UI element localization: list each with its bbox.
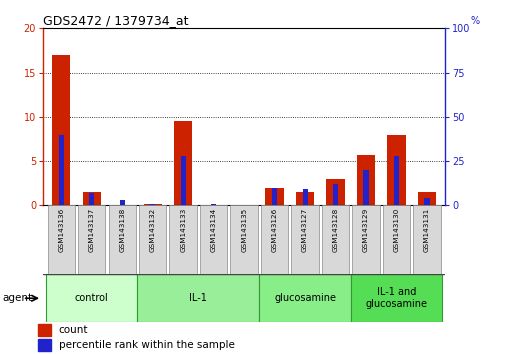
- Bar: [291, 205, 318, 274]
- Bar: [230, 205, 258, 274]
- Bar: [259, 274, 350, 322]
- Text: GSM143133: GSM143133: [180, 207, 186, 252]
- Bar: [143, 204, 162, 205]
- Text: IL-1 and
glucosamine: IL-1 and glucosamine: [365, 287, 427, 309]
- Bar: [351, 205, 379, 274]
- Text: IL-1: IL-1: [189, 293, 207, 303]
- Bar: [180, 156, 185, 205]
- Bar: [199, 205, 227, 274]
- Bar: [387, 135, 405, 205]
- Bar: [302, 189, 307, 205]
- Text: count: count: [59, 325, 88, 335]
- Text: GSM143135: GSM143135: [241, 207, 246, 252]
- Bar: [363, 170, 368, 205]
- Bar: [38, 324, 51, 336]
- Bar: [89, 193, 94, 205]
- Bar: [139, 205, 166, 274]
- Bar: [393, 156, 398, 205]
- Bar: [295, 192, 314, 205]
- Bar: [108, 205, 136, 274]
- Bar: [382, 205, 410, 274]
- Text: %: %: [469, 16, 478, 25]
- Bar: [261, 205, 288, 274]
- Bar: [272, 188, 277, 205]
- Bar: [326, 179, 344, 205]
- Text: percentile rank within the sample: percentile rank within the sample: [59, 340, 234, 350]
- Bar: [169, 205, 196, 274]
- Bar: [47, 205, 75, 274]
- Bar: [78, 205, 105, 274]
- Text: glucosamine: glucosamine: [274, 293, 335, 303]
- Bar: [52, 55, 70, 205]
- Bar: [174, 121, 192, 205]
- Text: GDS2472 / 1379734_at: GDS2472 / 1379734_at: [43, 14, 188, 27]
- Bar: [417, 192, 435, 205]
- Text: GSM143127: GSM143127: [301, 207, 308, 252]
- Bar: [46, 274, 137, 322]
- Bar: [265, 188, 283, 205]
- Text: GSM143131: GSM143131: [423, 207, 429, 252]
- Bar: [137, 274, 259, 322]
- Bar: [82, 192, 100, 205]
- Bar: [321, 205, 348, 274]
- Bar: [350, 274, 441, 322]
- Text: control: control: [75, 293, 109, 303]
- Bar: [120, 200, 125, 205]
- Bar: [356, 155, 374, 205]
- Text: GSM143128: GSM143128: [332, 207, 338, 252]
- Text: GSM143137: GSM143137: [88, 207, 94, 252]
- Text: GSM143138: GSM143138: [119, 207, 125, 252]
- Text: GSM143132: GSM143132: [149, 207, 156, 252]
- Text: GSM143129: GSM143129: [362, 207, 368, 252]
- Bar: [332, 184, 337, 205]
- Bar: [38, 339, 51, 351]
- Text: GSM143134: GSM143134: [210, 207, 216, 252]
- Bar: [59, 135, 64, 205]
- Text: GSM143136: GSM143136: [58, 207, 64, 252]
- Text: agent: agent: [3, 293, 33, 303]
- Text: GSM143126: GSM143126: [271, 207, 277, 252]
- Bar: [424, 198, 429, 205]
- Bar: [413, 205, 440, 274]
- Text: GSM143130: GSM143130: [393, 207, 399, 252]
